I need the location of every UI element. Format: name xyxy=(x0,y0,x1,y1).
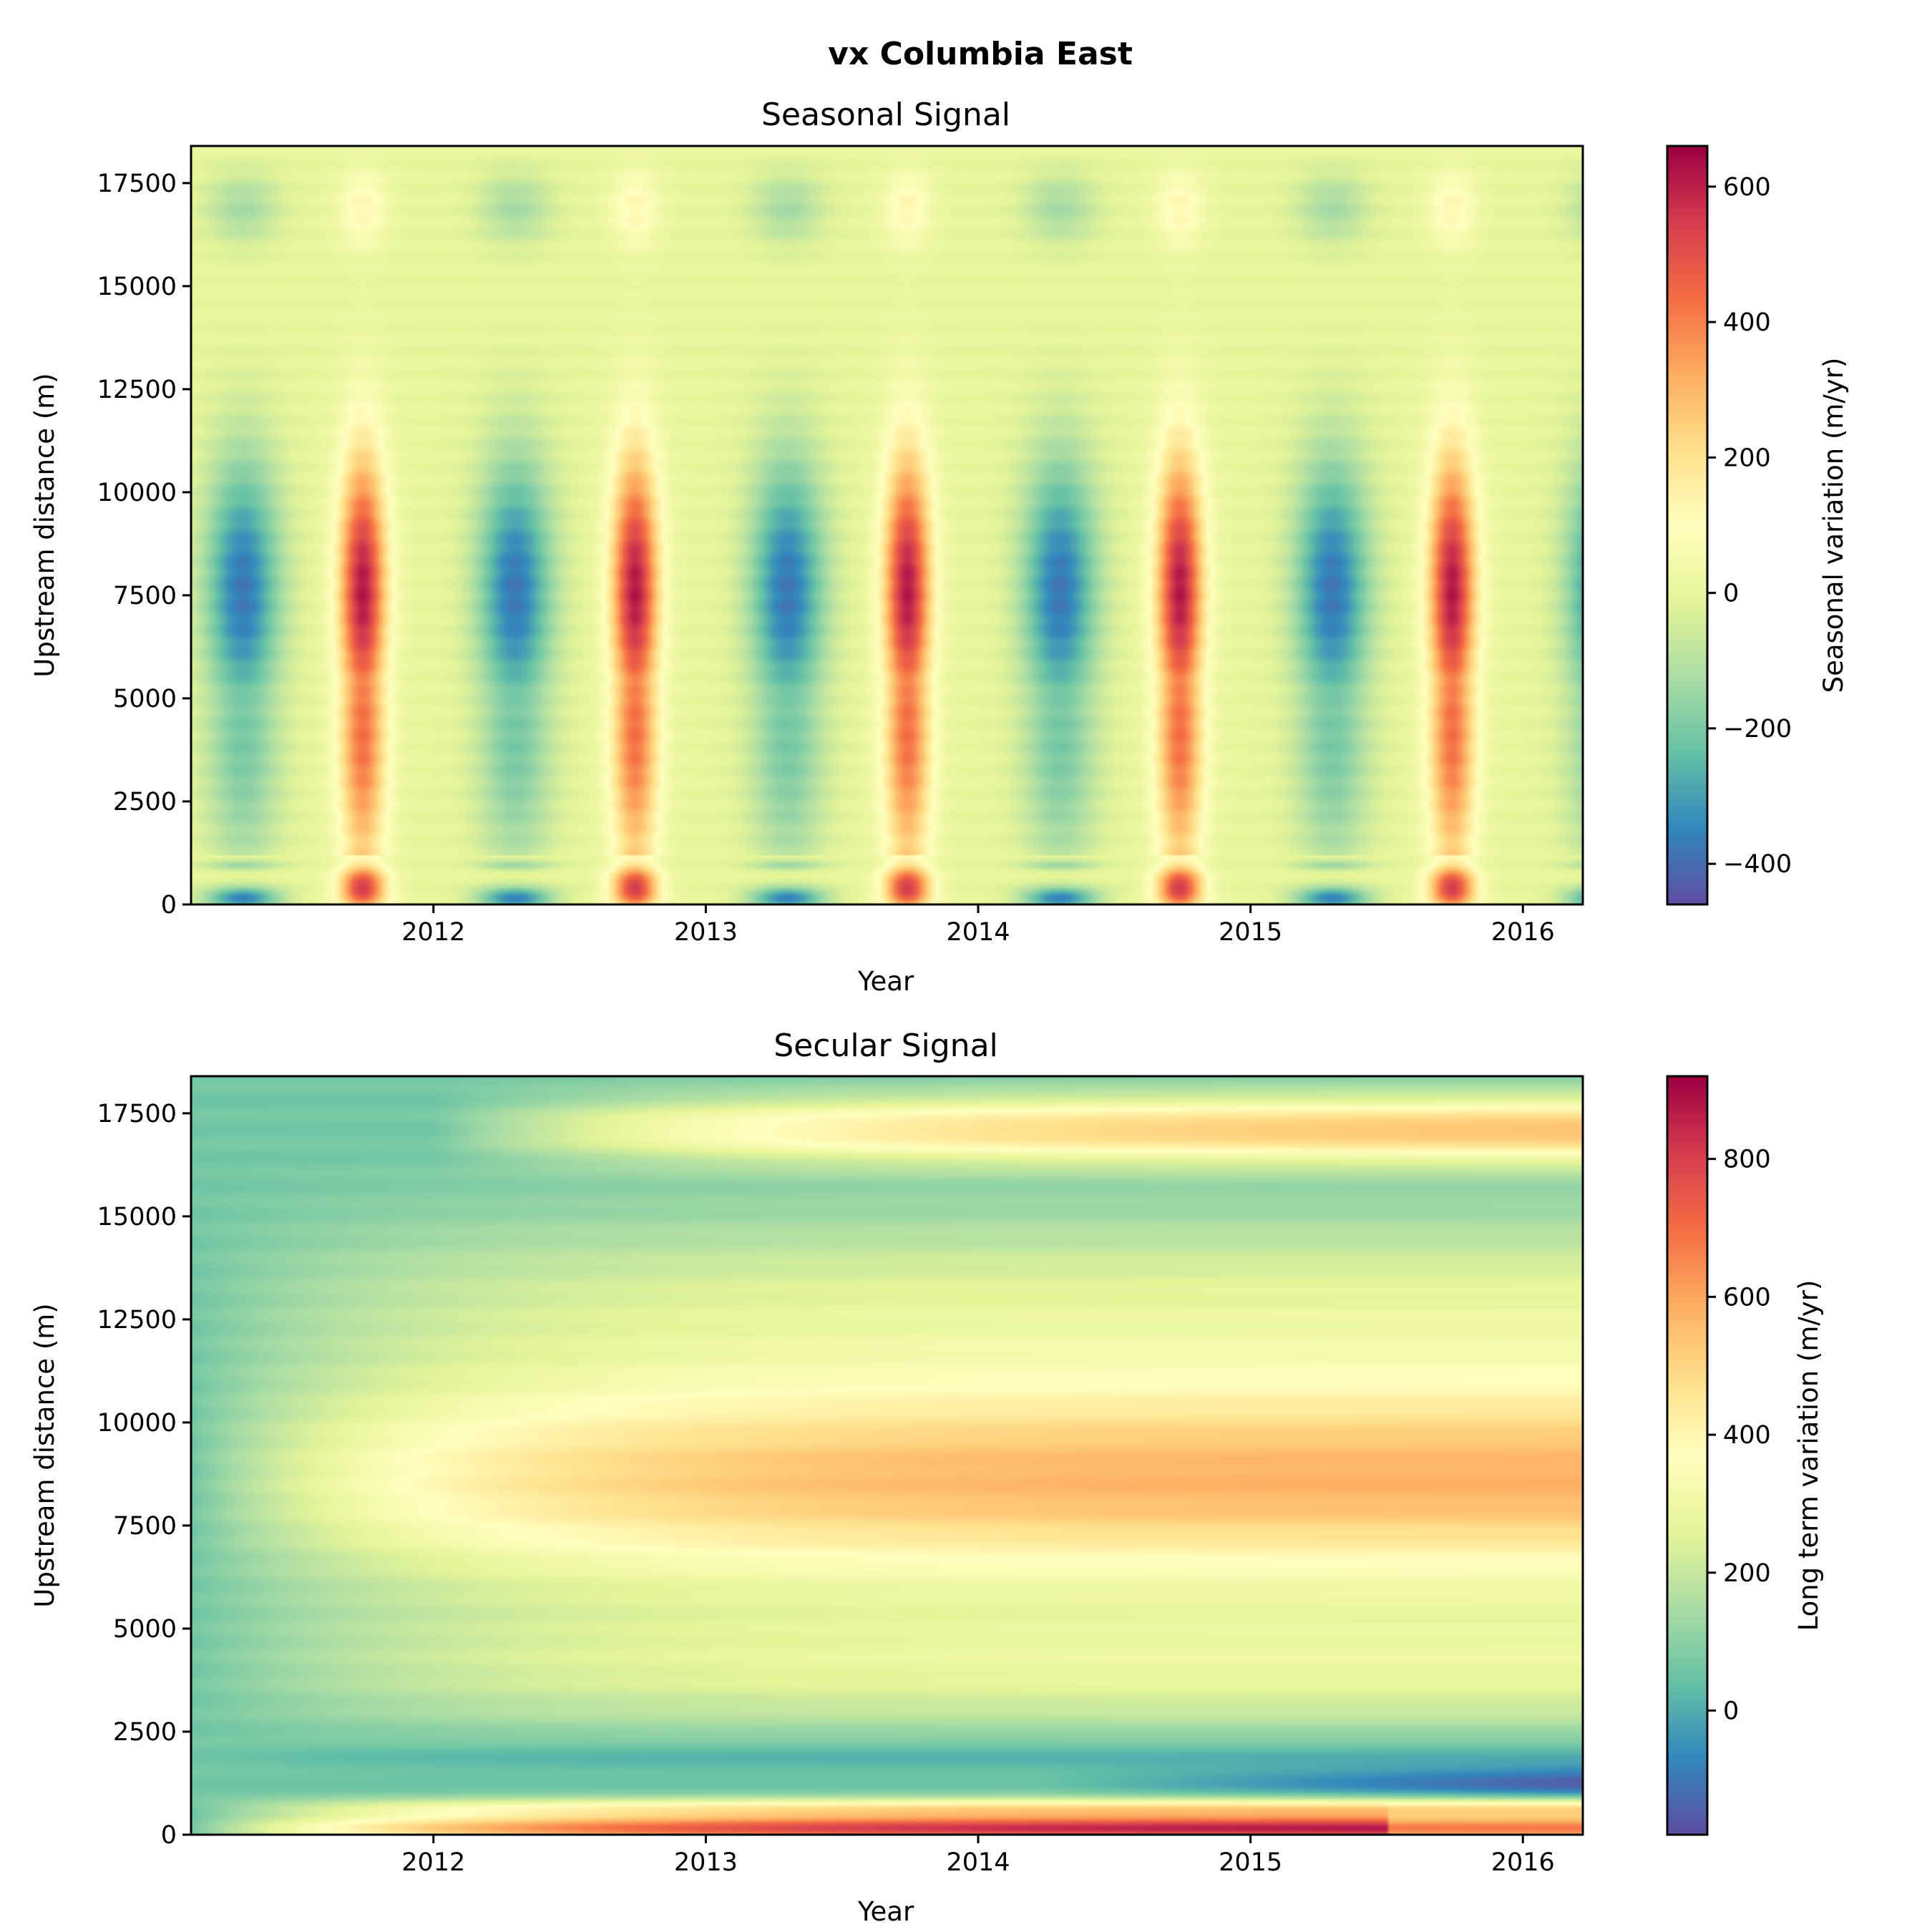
seasonal-y-axis-label: Upstream distance (m) xyxy=(29,373,60,677)
x-tick-label: 2012 xyxy=(401,918,465,947)
colorbar-tick-label: 400 xyxy=(1723,308,1771,337)
y-tick-label: 12500 xyxy=(97,1306,177,1335)
x-tick-label: 2014 xyxy=(946,1848,1010,1877)
y-tick-label: 15000 xyxy=(97,1203,177,1231)
seasonal-colorbar-label: Seasonal variation (m/yr) xyxy=(1818,358,1849,693)
seasonal-panel-title: Seasonal Signal xyxy=(761,97,1010,133)
colorbar-tick-label: 600 xyxy=(1723,173,1771,202)
seasonal-colorbar xyxy=(1667,146,1707,904)
colorbar-tick-label: 200 xyxy=(1723,1559,1771,1588)
seasonal-panel: Seasonal Signal 2012 2013 2014 2015 2016 0 25… xyxy=(29,97,1849,997)
secular-plot-frame xyxy=(190,1075,1584,1836)
y-tick-label: 5000 xyxy=(113,1615,177,1644)
figure-title: vx Columbia East xyxy=(828,36,1133,72)
colorbar-tick-label: 0 xyxy=(1723,1697,1739,1726)
y-tick-label: 7500 xyxy=(113,582,177,610)
colorbar-tick-label: −200 xyxy=(1723,715,1792,743)
x-tick-label: 2015 xyxy=(1219,1848,1282,1877)
secular-heatmap xyxy=(191,1076,1583,1835)
y-tick-label: 10000 xyxy=(97,1409,177,1438)
secular-x-axis-label: Year xyxy=(857,1896,914,1927)
y-tick-label: 5000 xyxy=(113,685,177,713)
y-tick-label: 0 xyxy=(161,1821,177,1850)
x-tick-label: 2015 xyxy=(1219,918,1282,947)
x-tick-label: 2014 xyxy=(946,918,1010,947)
seasonal-heatmap xyxy=(191,146,1583,904)
y-tick-label: 17500 xyxy=(97,1100,177,1128)
x-tick-label: 2016 xyxy=(1491,1848,1555,1877)
x-tick-label: 2016 xyxy=(1491,918,1555,947)
colorbar-tick-label: 200 xyxy=(1723,444,1771,472)
seasonal-colorbar-frame xyxy=(1666,145,1709,906)
secular-panel-title: Secular Signal xyxy=(774,1028,998,1064)
y-tick-label: 2500 xyxy=(113,788,177,816)
seasonal-y-axis: 0 2500 5000 7500 10000 12500 15000 17500 xyxy=(97,170,191,919)
seasonal-plot-frame xyxy=(190,145,1584,906)
secular-colorbar-frame xyxy=(1666,1075,1709,1836)
x-tick-label: 2012 xyxy=(401,1848,465,1877)
y-tick-label: 10000 xyxy=(97,479,177,507)
secular-x-axis: 2012 2013 2014 2015 2016 xyxy=(401,1835,1555,1877)
secular-panel: Secular Signal 2012 2013 2014 2015 2016 0 250… xyxy=(29,1028,1824,1927)
y-tick-label: 15000 xyxy=(97,273,177,301)
y-tick-label: 7500 xyxy=(113,1512,177,1541)
secular-y-axis-label: Upstream distance (m) xyxy=(29,1303,60,1607)
colorbar-tick-label: −400 xyxy=(1723,850,1792,879)
colorbar-tick-label: 0 xyxy=(1723,580,1739,608)
seasonal-x-axis-label: Year xyxy=(857,966,914,997)
x-tick-label: 2013 xyxy=(674,1848,738,1877)
colorbar-tick-label: 800 xyxy=(1723,1146,1771,1174)
secular-colorbar xyxy=(1667,1076,1707,1835)
secular-colorbar-ticks: 0 200 400 600 800 xyxy=(1707,1146,1771,1726)
seasonal-colorbar-ticks: −400 −200 0 200 400 600 xyxy=(1707,173,1792,879)
y-tick-label: 2500 xyxy=(113,1718,177,1747)
y-tick-label: 17500 xyxy=(97,170,177,198)
colorbar-tick-label: 600 xyxy=(1723,1283,1771,1312)
secular-y-axis: 0 2500 5000 7500 10000 12500 15000 17500 xyxy=(97,1100,191,1850)
colorbar-tick-label: 400 xyxy=(1723,1421,1771,1450)
x-tick-label: 2013 xyxy=(674,918,738,947)
secular-colorbar-label: Long term variation (m/yr) xyxy=(1793,1280,1824,1631)
y-tick-label: 0 xyxy=(161,891,177,919)
y-tick-label: 12500 xyxy=(97,376,177,404)
seasonal-x-axis: 2012 2013 2014 2015 2016 xyxy=(401,904,1555,947)
